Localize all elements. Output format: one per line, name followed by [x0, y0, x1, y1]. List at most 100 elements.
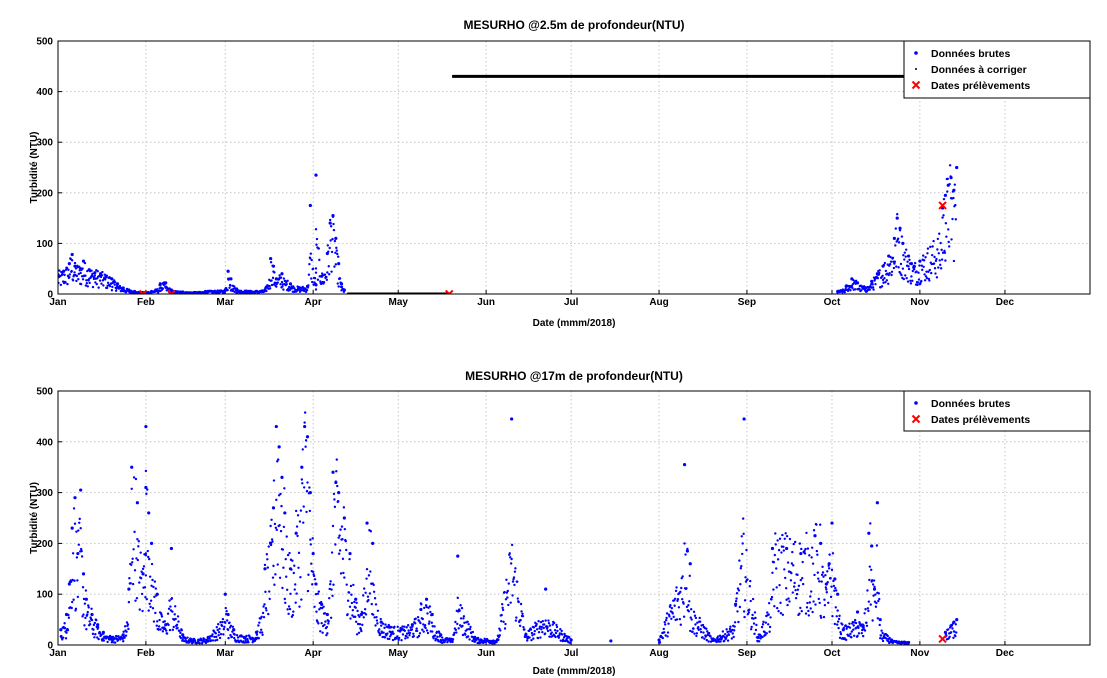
- data-point: [515, 616, 517, 618]
- data-point: [146, 598, 148, 600]
- data-point: [68, 262, 71, 265]
- data-point: [380, 618, 382, 620]
- data-point: [256, 633, 258, 635]
- data-point: [865, 622, 867, 624]
- data-point: [320, 622, 322, 624]
- data-point: [114, 281, 116, 283]
- data-point: [534, 630, 536, 632]
- data-point: [706, 630, 708, 632]
- data-point: [415, 618, 417, 620]
- data-point: [307, 284, 309, 286]
- data-point: [792, 591, 794, 593]
- data-point: [295, 532, 298, 535]
- data-point: [348, 552, 351, 555]
- data-point: [261, 634, 263, 636]
- data-point: [858, 632, 860, 634]
- data-point: [327, 244, 329, 246]
- data-point: [503, 591, 505, 593]
- data-point: [286, 608, 288, 610]
- data-point: [828, 567, 830, 569]
- data-point: [268, 285, 270, 287]
- data-point: [952, 190, 954, 192]
- data-point: [922, 254, 924, 256]
- data-point: [329, 580, 331, 582]
- data-point: [227, 629, 229, 631]
- data-point: [145, 552, 147, 554]
- data-point: [298, 605, 300, 607]
- data-point: [67, 629, 69, 631]
- data-point: [337, 262, 340, 265]
- data-point: [469, 628, 471, 630]
- data-point: [226, 619, 228, 621]
- data-point: [141, 610, 143, 612]
- data-point: [722, 630, 724, 632]
- data-point: [940, 249, 942, 251]
- data-point: [138, 581, 140, 583]
- data-point: [433, 625, 435, 627]
- data-point: [149, 606, 151, 608]
- data-point: [466, 621, 468, 623]
- x-tick-label: Oct: [824, 297, 841, 308]
- data-point: [336, 458, 338, 460]
- data-point: [949, 626, 951, 628]
- x-tick-label: May: [388, 648, 408, 659]
- data-point: [880, 630, 882, 632]
- data-point: [886, 279, 888, 281]
- data-point: [106, 287, 108, 289]
- data-point: [186, 636, 188, 638]
- data-point: [950, 631, 952, 633]
- data-point: [536, 628, 538, 630]
- data-point: [315, 228, 317, 230]
- data-point: [86, 270, 88, 272]
- data-point: [461, 607, 463, 609]
- data-point: [74, 523, 76, 525]
- data-point: [314, 583, 316, 585]
- data-point: [292, 610, 294, 612]
- data-point: [372, 613, 374, 615]
- data-point: [826, 570, 828, 572]
- data-point: [422, 618, 424, 620]
- data-point: [434, 634, 436, 636]
- data-point: [514, 570, 516, 572]
- data-point: [76, 275, 78, 277]
- data-point: [432, 637, 434, 639]
- data-point: [303, 421, 305, 423]
- data-point: [430, 614, 432, 616]
- data-point: [411, 628, 413, 630]
- data-point: [905, 248, 907, 250]
- data-point: [400, 639, 402, 641]
- data-point: [692, 627, 694, 629]
- data-point: [284, 598, 286, 600]
- data-point: [277, 281, 279, 283]
- data-point: [369, 592, 371, 594]
- data-point: [819, 524, 821, 526]
- data-point: [361, 624, 363, 626]
- data-point: [455, 631, 457, 633]
- data-point: [384, 623, 386, 625]
- data-point: [169, 605, 171, 607]
- data-point: [223, 628, 225, 630]
- data-point: [75, 608, 77, 610]
- data-point: [802, 583, 804, 585]
- data-point: [179, 632, 181, 634]
- data-point: [315, 244, 317, 246]
- legend-label: Données brutes: [931, 48, 1011, 60]
- data-point: [92, 286, 94, 288]
- data-point: [133, 476, 135, 478]
- data-point: [939, 242, 941, 244]
- data-point: [856, 282, 858, 284]
- data-point: [77, 529, 79, 531]
- data-point: [309, 204, 312, 207]
- data-point: [748, 609, 750, 611]
- data-point: [144, 586, 146, 588]
- data-point: [154, 580, 156, 582]
- data-point: [569, 642, 571, 644]
- y-tick-label: 500: [36, 387, 53, 398]
- data-point: [333, 493, 335, 495]
- data-point: [667, 622, 669, 624]
- data-point: [905, 277, 907, 279]
- data-point: [464, 633, 466, 635]
- x-tick-label: Apr: [305, 648, 322, 659]
- data-point: [812, 562, 814, 564]
- data-point: [258, 637, 260, 639]
